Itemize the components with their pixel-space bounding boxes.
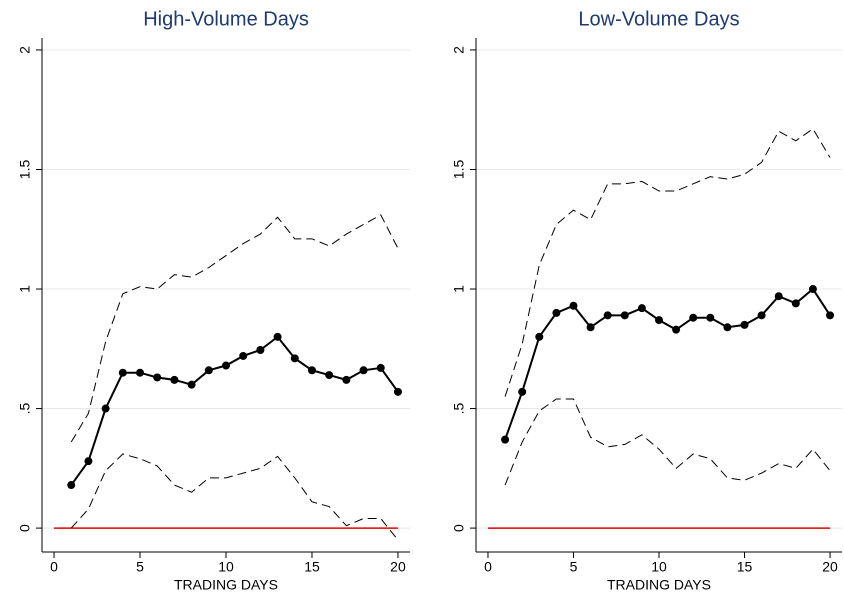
data-point — [774, 292, 783, 301]
x-tick-label: 20 — [390, 559, 406, 575]
data-point — [153, 373, 162, 382]
x-axis-label: TRADING DAYS — [607, 577, 711, 593]
x-tick-label: 0 — [50, 559, 58, 575]
data-point — [376, 363, 385, 372]
data-point — [239, 351, 248, 360]
data-point — [67, 481, 76, 490]
series-line — [70, 335, 399, 486]
series-line — [70, 214, 399, 443]
y-tick-label: 1 — [451, 285, 467, 293]
data-point — [256, 345, 265, 354]
data-point — [170, 375, 179, 384]
y-tick-label: 2 — [17, 46, 33, 54]
data-point — [290, 354, 299, 363]
data-point — [84, 457, 93, 466]
data-point — [672, 325, 681, 334]
x-tick-label: 10 — [218, 559, 234, 575]
y-tick-label: 1.5 — [17, 160, 33, 180]
data-point — [723, 323, 732, 332]
data-point — [552, 308, 561, 317]
x-axis-label: TRADING DAYS — [174, 577, 278, 593]
series-line — [504, 128, 831, 397]
data-point — [222, 361, 230, 370]
series-line — [70, 453, 399, 541]
chart-title: High-Volume Days — [143, 8, 309, 30]
data-point — [637, 304, 646, 313]
x-tick-label: 20 — [822, 559, 838, 575]
x-tick-label: 5 — [136, 559, 144, 575]
series-line — [504, 398, 831, 486]
data-point — [620, 311, 629, 320]
y-tick-label: 2 — [451, 46, 467, 54]
data-point — [586, 323, 595, 332]
data-point — [101, 404, 110, 413]
data-point — [518, 387, 527, 396]
data-point — [603, 311, 612, 320]
y-tick-label: 1 — [17, 285, 33, 293]
x-tick-label: 5 — [570, 559, 578, 575]
data-point — [535, 332, 544, 341]
data-point — [757, 311, 766, 320]
x-tick-label: 15 — [304, 559, 320, 575]
data-point — [359, 366, 368, 375]
data-point — [791, 299, 800, 308]
data-point — [689, 313, 698, 322]
data-point — [273, 332, 282, 341]
y-tick-label: 0 — [17, 524, 33, 532]
data-point — [118, 368, 127, 377]
data-point — [136, 368, 145, 377]
data-point — [826, 311, 835, 320]
data-point — [655, 316, 663, 325]
data-point — [325, 371, 334, 380]
y-tick-label: .5 — [451, 403, 467, 415]
x-tick-label: 10 — [651, 559, 667, 575]
data-point — [307, 366, 316, 375]
y-tick-label: 1.5 — [451, 160, 467, 180]
x-tick-label: 15 — [737, 559, 753, 575]
data-point — [187, 380, 196, 389]
data-point — [569, 301, 578, 310]
x-tick-label: 0 — [484, 559, 492, 575]
data-point — [740, 320, 749, 329]
data-point — [393, 387, 402, 396]
y-tick-label: .5 — [17, 403, 33, 415]
data-point — [808, 285, 817, 294]
data-point — [342, 375, 351, 384]
data-point — [204, 366, 213, 375]
chart-title: Low-Volume Days — [578, 8, 739, 30]
data-point — [706, 313, 715, 322]
data-point — [501, 435, 510, 444]
y-tick-label: 0 — [451, 524, 467, 532]
